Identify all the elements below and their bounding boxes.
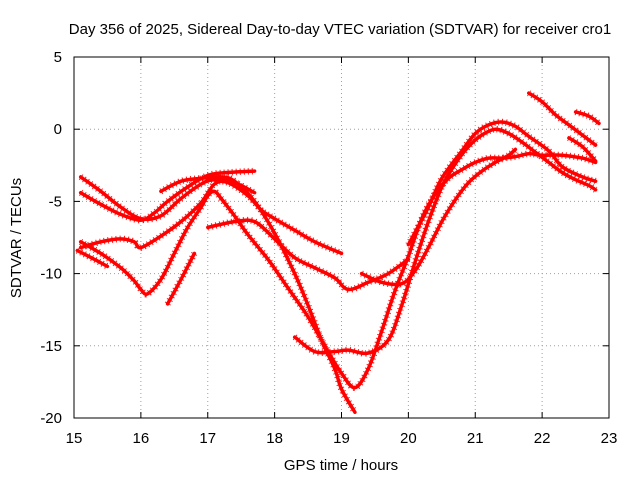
x-tick-label: 18 <box>266 430 283 447</box>
series-markers-track-10 <box>360 146 518 288</box>
series-track-9 <box>292 127 598 356</box>
x-tick-label: 22 <box>534 430 551 447</box>
series-markers-track-8 <box>159 173 358 414</box>
y-tick-label: -20 <box>40 410 62 427</box>
series-track-10 <box>359 147 518 287</box>
series-track-6 <box>165 251 197 306</box>
x-tick-label: 16 <box>133 430 150 447</box>
series-track-12 <box>527 91 598 147</box>
y-tick-label: -5 <box>49 193 62 210</box>
series-track-2 <box>78 169 257 222</box>
series-track-14 <box>567 136 598 163</box>
series-markers-track-9 <box>292 125 598 357</box>
x-tick-label: 23 <box>601 430 618 447</box>
y-axis-label: SDTVAR / TECUs <box>8 178 25 298</box>
series-markers-track-5 <box>75 247 109 270</box>
series-markers-track-7 <box>207 216 411 293</box>
x-axis-label: GPS time / hours <box>284 457 398 474</box>
x-tick-label: 20 <box>400 430 417 447</box>
data-series <box>75 90 601 414</box>
y-tick-label: -15 <box>40 338 62 355</box>
x-tick-label: 17 <box>199 430 216 447</box>
series-markers-track-4 <box>79 150 597 391</box>
series-markers-track-11 <box>405 118 597 247</box>
x-tick-label: 19 <box>333 430 350 447</box>
chart-title: Day 356 of 2025, Sidereal Day-to-day VTE… <box>69 21 611 38</box>
y-tick-label: 5 <box>54 49 62 66</box>
y-tick-label: 0 <box>54 121 62 138</box>
series-track-13 <box>573 110 601 126</box>
grid-lines <box>74 57 609 418</box>
y-tick-label: -10 <box>40 266 62 283</box>
x-tick-label: 21 <box>467 430 484 447</box>
plot-frame <box>73 56 610 419</box>
x-tick-label: 15 <box>66 430 83 447</box>
